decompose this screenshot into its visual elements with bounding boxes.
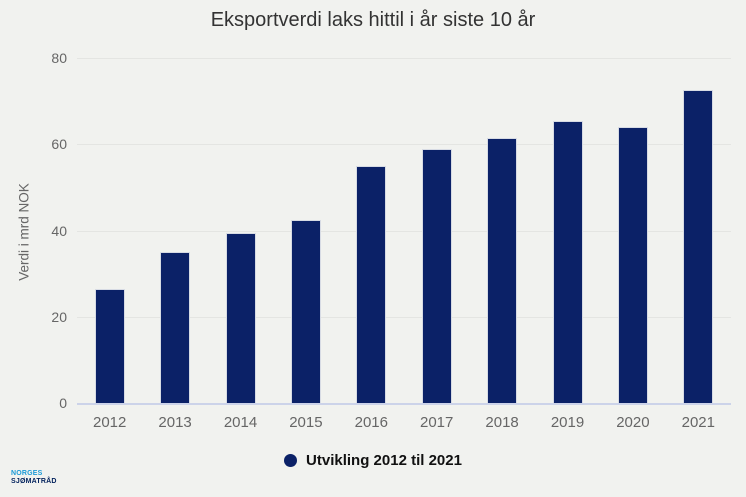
bar-2018[interactable]	[487, 137, 518, 403]
bar-2016[interactable]	[356, 165, 387, 403]
legend-label: Utvikling 2012 til 2021	[306, 452, 462, 469]
legend[interactable]: Utvikling 2012 til 2021	[0, 452, 746, 469]
x-tick-label-2020: 2020	[616, 414, 650, 431]
x-tick-label-2018: 2018	[485, 414, 519, 431]
x-tick-label-2019: 2019	[550, 414, 585, 431]
norges-sjomatrad-logo: NORGES SJØMATRÅD	[11, 470, 57, 485]
y-tick-label-80: 80	[51, 50, 67, 66]
x-tick-label-2015: 2015	[289, 414, 323, 431]
bar-2017[interactable]	[421, 148, 452, 403]
legend-marker-icon	[284, 454, 298, 467]
x-tick-label-2017: 2017	[420, 414, 454, 431]
y-tick-label-40: 40	[51, 222, 67, 239]
gridline-20	[77, 316, 731, 318]
gridline-80	[77, 58, 731, 59]
bar-2020[interactable]	[617, 127, 648, 403]
x-tick-label-2013: 2013	[158, 414, 192, 431]
bar-2014[interactable]	[225, 232, 256, 403]
bar-2013[interactable]	[160, 252, 191, 403]
logo-sjomatrad: SJØMATRÅD	[11, 477, 57, 485]
bar-2012[interactable]	[94, 288, 125, 403]
bar-2021[interactable]	[683, 90, 714, 403]
x-tick-label-2021: 2021	[681, 414, 715, 431]
logo-norges: NORGES	[11, 470, 43, 477]
chart-title: Eksportverdi laks hittil i år siste 10 å…	[210, 9, 536, 31]
bar-2015[interactable]	[290, 219, 321, 403]
x-tick-label-2016: 2016	[354, 414, 388, 431]
x-tick-label-2014: 2014	[223, 414, 258, 431]
y-tick-label-60: 60	[51, 136, 67, 153]
bar-2019[interactable]	[552, 120, 583, 403]
gridline-40	[77, 230, 731, 232]
y-tick-label-0: 0	[59, 395, 67, 411]
plot-area: 0 20 40 60 80 2012 2013 2014 2015 2016 2017 2018 201…	[51, 50, 731, 431]
y-tick-label-20: 20	[51, 308, 67, 325]
x-tick-label-2012: 2012	[93, 414, 127, 431]
gridline-60	[77, 144, 731, 146]
